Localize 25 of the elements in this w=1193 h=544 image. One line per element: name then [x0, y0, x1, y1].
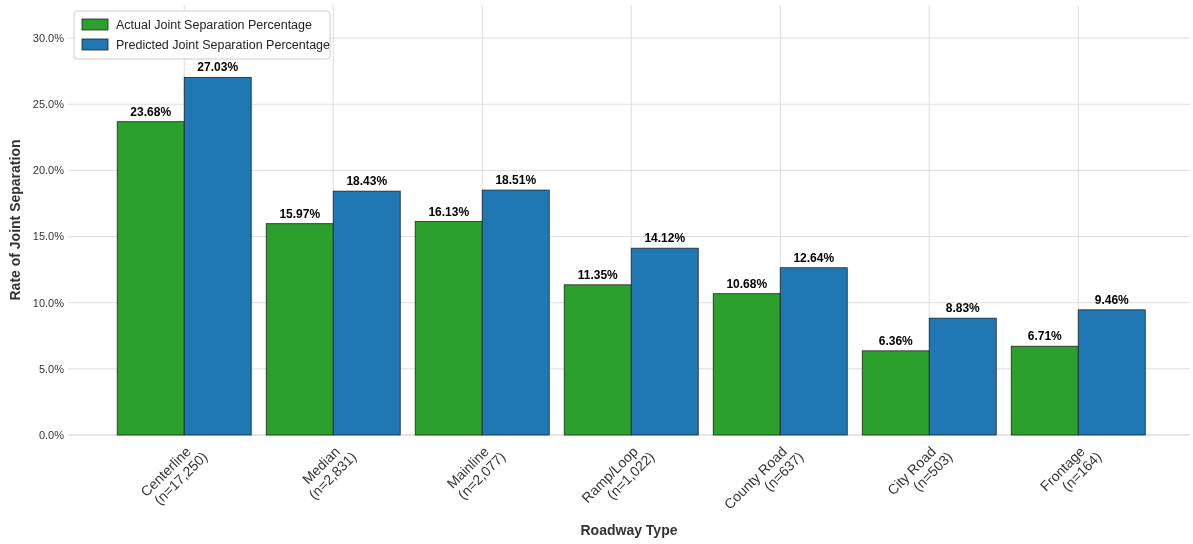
- legend-label: Predicted Joint Separation Percentage: [116, 38, 331, 53]
- data-label: 18.43%: [346, 174, 388, 189]
- data-label: 9.46%: [1094, 292, 1130, 307]
- data-label: 14.12%: [644, 231, 686, 246]
- data-label: 10.68%: [726, 276, 768, 291]
- y-tick-label: 0.0%: [38, 428, 65, 441]
- data-label: 23.68%: [130, 104, 172, 119]
- y-tick-label: 20.0%: [32, 164, 65, 177]
- data-label: 15.97%: [279, 206, 321, 221]
- y-tick-label: 30.0%: [32, 31, 65, 44]
- data-label: 11.35%: [577, 267, 619, 282]
- y-tick-label: 5.0%: [38, 362, 65, 375]
- y-tick-label: 15.0%: [32, 230, 65, 243]
- data-label: 6.71%: [1027, 329, 1063, 344]
- data-label: 16.13%: [428, 204, 470, 219]
- y-tick-label: 25.0%: [32, 98, 65, 111]
- y-tick-label: 10.0%: [32, 296, 65, 309]
- data-label: 18.51%: [495, 173, 537, 188]
- y-axis-title: Rate of Joint Separation: [7, 139, 23, 301]
- x-axis-title: Roadway Type: [580, 522, 678, 538]
- data-label: 27.03%: [197, 60, 239, 75]
- legend-label: Actual Joint Separation Percentage: [116, 18, 313, 33]
- data-label: 8.83%: [945, 301, 981, 316]
- data-label: 6.36%: [878, 333, 914, 348]
- data-label: 12.64%: [793, 250, 835, 265]
